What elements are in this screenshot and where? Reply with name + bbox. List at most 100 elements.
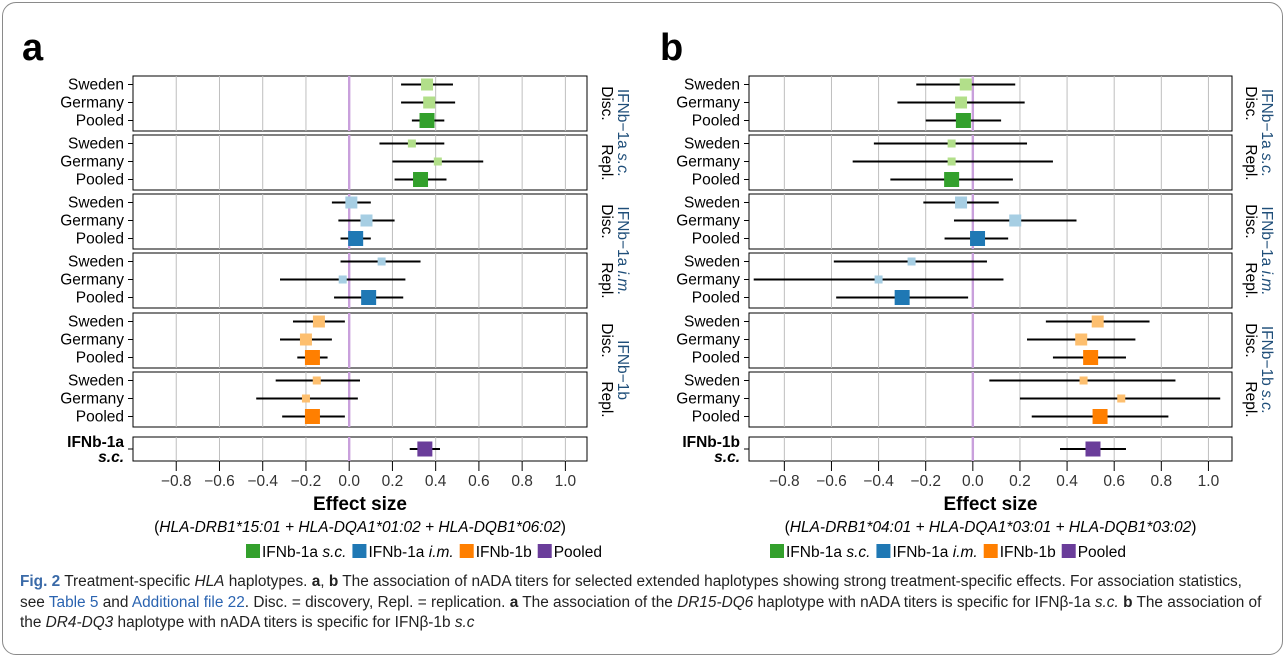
row-label: Germany — [60, 272, 124, 289]
treatment-strip-label: IFNb−1a s.c. — [1258, 89, 1275, 177]
x-tick-label: −0.6 — [204, 473, 235, 490]
stage-strip-label: Disc. — [598, 86, 615, 120]
pooled-estimate-marker — [1085, 441, 1101, 457]
estimate-marker — [423, 96, 436, 109]
x-tick-label: −0.8 — [769, 473, 800, 490]
figure-label: Fig. 2 — [20, 573, 61, 590]
additional-file-link[interactable]: Additional file 22 — [131, 593, 245, 611]
x-tick-label: 1.0 — [1198, 473, 1220, 490]
estimate-marker — [360, 214, 373, 227]
estimate-marker — [433, 157, 442, 166]
row-label: Germany — [676, 213, 740, 230]
caption-a-route: s.c. — [1094, 593, 1119, 611]
pooled-label-line2: s.c. — [714, 449, 740, 466]
treatment-name: IFNb−1a — [1258, 89, 1275, 153]
legend-route: s.c. — [322, 544, 346, 561]
estimate-marker — [419, 113, 435, 128]
pooled-facet-box — [132, 436, 588, 462]
row-label: Sweden — [68, 136, 124, 153]
estimate-marker — [947, 157, 956, 166]
estimate-marker — [1091, 315, 1104, 328]
stage-strip-label: Repl. — [1242, 144, 1259, 180]
row-label: Pooled — [76, 172, 124, 189]
treatment-route: i.m. — [614, 271, 631, 296]
treatment-strip-label: IFNb−1a i.m. — [614, 206, 631, 295]
legend-swatch — [352, 544, 367, 558]
caption-a-haplotype: DR15-DQ6 — [677, 593, 754, 611]
caption-b-haplotype: DR4-DQ3 — [45, 614, 114, 631]
treatment-name: IFNb−1a — [614, 89, 631, 153]
treatment-name: IFNb−1b — [1258, 326, 1275, 390]
row-label: Germany — [676, 272, 740, 289]
row-label: Pooled — [76, 350, 124, 367]
estimate-marker — [301, 394, 310, 403]
treatment-name: IFNb−1b — [614, 340, 631, 400]
x-tick-label: −0.4 — [863, 473, 894, 490]
paren-open: ( — [154, 519, 160, 536]
estimate-marker — [894, 290, 910, 305]
caption-title-b: haplotypes. — [224, 573, 312, 590]
x-tick-label: 0.8 — [511, 473, 533, 490]
facet-box — [132, 312, 588, 369]
legend-swatch — [1061, 544, 1076, 558]
estimate-marker — [338, 275, 347, 284]
treatment-route: i.m. — [1258, 271, 1275, 296]
estimate-marker — [1092, 409, 1108, 424]
row-label: Pooled — [692, 231, 740, 248]
pooled-estimate-marker — [417, 441, 433, 457]
forest-plot-figure: aSwedenGermanyPooledSwedenGermanyPooledS… — [22, 27, 1275, 561]
estimate-marker — [907, 257, 916, 266]
legend-route: i.m. — [953, 544, 978, 561]
estimate-marker — [304, 409, 320, 424]
estimate-marker — [345, 196, 358, 209]
caption-b-route: s.c — [454, 614, 475, 631]
stage-strip-label: Repl. — [598, 262, 615, 298]
row-label: Germany — [676, 154, 740, 171]
legend: IFNb-1a s.c. IFNb-1a i.m. IFNb-1b Pooled — [246, 544, 602, 561]
row-label: Germany — [60, 332, 124, 349]
table-link[interactable]: Table 5 — [48, 593, 99, 611]
treatment-name: IFNb−1a — [614, 206, 631, 270]
legend-item-label: IFNb-1a s.c. — [262, 544, 346, 561]
row-label: Germany — [60, 391, 124, 408]
row-label: Sweden — [684, 373, 740, 390]
caption-title-a: Treatment-specific — [60, 573, 195, 590]
forest-panel-a: aSwedenGermanyPooledSwedenGermanyPooledS… — [22, 27, 631, 561]
legend: IFNb-1a s.c. IFNb-1a i.m. IFNb-1b Pooled — [770, 544, 1126, 561]
row-label: Pooled — [692, 172, 740, 189]
estimate-marker — [944, 172, 960, 187]
estimate-marker — [955, 113, 971, 128]
pooled-label-line1: IFNb-1b — [682, 434, 740, 451]
treatment-route: s.c. — [1258, 153, 1275, 177]
legend-item-label: Pooled — [1078, 544, 1126, 561]
caption-panel-a-label: a — [509, 593, 519, 611]
legend-route: i.m. — [429, 544, 454, 561]
x-tick-label: −0.6 — [816, 473, 847, 490]
caption-b-text-2: haplotype with nADA titers is specific f… — [113, 614, 455, 631]
row-label: Pooled — [692, 350, 740, 367]
caption-panel-b-label: b — [1123, 593, 1133, 611]
legend-text: IFNb-1a — [368, 544, 428, 561]
x-tick-label: 0.8 — [1151, 473, 1173, 490]
stage-strip-label: Repl. — [1242, 262, 1259, 298]
row-label: Germany — [676, 332, 740, 349]
stage-strip-label: Disc. — [598, 323, 615, 357]
estimate-marker — [312, 315, 325, 328]
estimate-marker — [1079, 376, 1088, 385]
x-tick-label: 0.2 — [1009, 473, 1031, 490]
legend-item-label: IFNb-1a i.m. — [892, 544, 977, 561]
legend-item-label: IFNb-1a s.c. — [786, 544, 870, 561]
x-tick-label: 0.4 — [1056, 473, 1078, 490]
panel-label: a — [22, 27, 44, 69]
legend-swatch — [537, 544, 552, 558]
legend-text: IFNb-1a — [786, 544, 846, 561]
caption-comma: , — [320, 573, 329, 590]
row-label: Sweden — [684, 314, 740, 331]
estimate-marker — [361, 290, 377, 305]
panel-label: b — [660, 27, 683, 69]
paren-close: ) — [1191, 519, 1196, 536]
x-axis-subtitle: (HLA-DRB1*15:01 + HLA-DQA1*01:02 + HLA-D… — [154, 519, 566, 536]
legend-text: IFNb-1a — [892, 544, 952, 561]
estimate-marker — [304, 350, 320, 365]
caption-a-text-2: haplotype with nADA titers is specific f… — [753, 593, 1095, 611]
